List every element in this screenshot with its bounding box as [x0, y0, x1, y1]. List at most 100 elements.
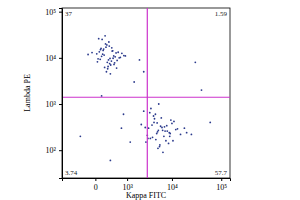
dot	[191, 133, 193, 135]
quadrant-percent: 57.7	[215, 169, 228, 177]
dot	[106, 44, 108, 46]
x-axis-line	[63, 179, 231, 182]
dot	[107, 68, 109, 70]
y-tick-label: 10³	[46, 100, 57, 109]
dot	[153, 121, 155, 123]
x-tick: 0	[94, 178, 98, 192]
quadrant-percent: 37	[65, 10, 73, 18]
dot	[114, 56, 116, 58]
dot	[113, 64, 115, 66]
x-tick: 10⁵	[216, 178, 227, 192]
dot	[177, 128, 179, 130]
dot	[111, 60, 113, 62]
dot	[158, 103, 160, 105]
dot	[124, 55, 126, 57]
dot	[152, 136, 154, 138]
dot	[148, 127, 150, 129]
dot	[166, 130, 168, 132]
dot	[123, 55, 125, 57]
dot	[109, 63, 111, 65]
dot	[111, 50, 113, 52]
y-tick-label: 10²	[46, 146, 57, 155]
dot	[121, 52, 123, 54]
dot	[116, 67, 118, 69]
dot	[101, 55, 103, 57]
dot	[116, 60, 118, 62]
dot	[101, 95, 103, 97]
chart: 010³10⁴10⁵10²10³10⁴10⁵Kappa FITCLambda P…	[0, 0, 300, 200]
x-tick: 10³	[122, 178, 133, 192]
dot	[149, 138, 151, 140]
dot	[104, 35, 106, 37]
x-tick-label: 10⁵	[216, 183, 227, 192]
dot	[168, 143, 170, 145]
dot	[163, 135, 165, 137]
plot-frame	[62, 8, 230, 178]
dot	[139, 59, 141, 61]
y-tick-mark	[59, 150, 62, 151]
dot	[109, 73, 111, 75]
dot	[97, 58, 99, 60]
y-tick-mark	[59, 58, 62, 59]
dot	[173, 121, 175, 123]
dot	[108, 45, 110, 47]
points	[79, 35, 211, 161]
dot	[99, 58, 101, 60]
dot	[180, 133, 182, 135]
y-tick-label: 10⁵	[45, 8, 56, 17]
y-tick: 10³	[46, 100, 62, 109]
dot	[209, 121, 211, 123]
dot	[107, 66, 109, 68]
dot	[114, 62, 116, 64]
dot	[161, 127, 163, 129]
dot	[98, 51, 100, 53]
dot	[159, 144, 161, 146]
dot	[186, 132, 188, 134]
quadrant-percent: 3.74	[65, 169, 78, 177]
dot	[119, 57, 121, 59]
dot	[112, 50, 114, 52]
dot	[201, 89, 203, 91]
dot	[112, 57, 114, 59]
quadrant-line-horizontal	[62, 97, 230, 98]
dot	[105, 46, 107, 48]
x-tick-mark	[221, 178, 222, 181]
dot	[106, 71, 108, 73]
dot	[170, 119, 172, 121]
dot	[157, 131, 159, 133]
y-tick-label: 10⁴	[45, 54, 56, 63]
x-tick-label: 10⁴	[167, 183, 178, 192]
dot	[153, 115, 155, 117]
dot	[79, 135, 81, 137]
dot	[160, 117, 162, 119]
dot	[157, 129, 159, 131]
dot	[145, 141, 147, 143]
dot	[144, 127, 146, 129]
dot	[151, 124, 153, 126]
dot	[129, 141, 131, 143]
x-axis-title: Kappa FITC	[126, 191, 166, 200]
dot	[159, 146, 161, 148]
dot	[169, 135, 171, 137]
dot	[106, 61, 108, 63]
dot	[117, 51, 119, 53]
dot	[109, 58, 111, 60]
dot	[160, 125, 162, 127]
dot	[169, 133, 171, 135]
dot	[164, 130, 166, 132]
y-tick: 10⁵	[45, 8, 62, 17]
dot	[113, 55, 115, 57]
dot	[175, 129, 177, 131]
quadrant-line-vertical	[147, 8, 148, 178]
dot	[101, 39, 103, 41]
dot	[143, 110, 145, 112]
dot	[171, 123, 173, 125]
x-tick-mark	[95, 178, 96, 181]
dot	[149, 112, 151, 114]
dot	[97, 61, 99, 63]
dot	[156, 122, 158, 124]
dot	[172, 140, 174, 142]
dot	[121, 127, 123, 129]
quadrant-percent: 1.59	[215, 10, 228, 18]
dot	[103, 54, 105, 56]
